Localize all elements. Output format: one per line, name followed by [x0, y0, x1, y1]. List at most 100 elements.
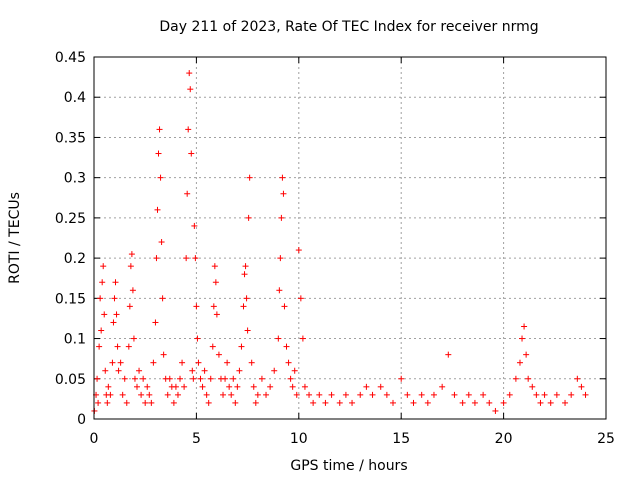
- data-point: [190, 375, 197, 382]
- data-point: [525, 375, 532, 382]
- data-point: [562, 399, 569, 406]
- data-point: [193, 303, 200, 310]
- data-point: [215, 351, 222, 358]
- data-point: [228, 391, 235, 398]
- data-point: [209, 343, 216, 350]
- data-point: [213, 311, 220, 318]
- data-point: [144, 383, 151, 390]
- data-point: [281, 303, 288, 310]
- data-point: [159, 295, 166, 302]
- data-point: [154, 206, 161, 213]
- data-point: [383, 391, 390, 398]
- data-point: [280, 190, 287, 197]
- chart-title: Day 211 of 2023, Rate Of TEC Index for r…: [159, 19, 538, 35]
- data-point: [410, 399, 417, 406]
- data-point: [252, 399, 259, 406]
- data-point: [158, 239, 165, 246]
- data-point: [110, 319, 117, 326]
- data-point: [276, 287, 283, 294]
- data-point: [430, 391, 437, 398]
- data-point: [521, 323, 528, 330]
- data-point: [184, 190, 191, 197]
- data-point: [512, 375, 519, 382]
- data-point: [246, 174, 253, 181]
- data-point: [222, 375, 229, 382]
- data-point: [187, 86, 194, 93]
- data-point: [123, 399, 130, 406]
- data-point: [99, 279, 106, 286]
- data-point: [170, 399, 177, 406]
- y-axis-label: ROTI / TECUs: [7, 192, 23, 284]
- data-point: [112, 279, 119, 286]
- data-point: [506, 391, 513, 398]
- grid: [94, 57, 606, 419]
- y-tick-label: 0.15: [55, 291, 86, 307]
- data-point: [177, 375, 184, 382]
- data-point: [105, 383, 112, 390]
- data-point: [500, 399, 507, 406]
- data-point: [291, 367, 298, 374]
- data-point: [119, 391, 126, 398]
- data-point: [287, 375, 294, 382]
- data-point: [424, 399, 431, 406]
- x-tick-label: 0: [90, 431, 99, 447]
- data-point: [445, 351, 452, 358]
- data-point: [404, 391, 411, 398]
- data-point: [289, 383, 296, 390]
- data-point: [142, 399, 149, 406]
- x-tick-label: 25: [597, 431, 615, 447]
- data-point: [96, 343, 103, 350]
- data-point: [241, 271, 248, 278]
- x-tick-label: 10: [290, 431, 308, 447]
- data-point: [349, 399, 356, 406]
- data-point: [377, 383, 384, 390]
- data-point: [172, 383, 179, 390]
- plot-frame: [93, 56, 607, 420]
- y-tick-label: 0.35: [55, 130, 86, 146]
- data-point: [188, 150, 195, 157]
- data-point: [254, 391, 261, 398]
- data-point: [102, 367, 109, 374]
- data-point: [220, 391, 227, 398]
- data-point: [418, 391, 425, 398]
- data-point: [316, 391, 323, 398]
- data-point: [155, 150, 162, 157]
- data-point: [471, 399, 478, 406]
- data-point: [186, 70, 193, 77]
- y-tick-label: 0.45: [55, 50, 86, 66]
- data-point: [244, 327, 251, 334]
- data-point: [232, 399, 239, 406]
- data-point: [128, 251, 135, 258]
- data-point: [516, 359, 523, 366]
- data-point: [97, 295, 104, 302]
- data-point: [115, 367, 122, 374]
- data-point: [301, 383, 308, 390]
- data-point: [140, 375, 147, 382]
- data-point: [342, 391, 349, 398]
- data-point: [185, 126, 192, 133]
- data-point: [121, 375, 128, 382]
- data-point: [104, 399, 111, 406]
- axis-ticks: 0 5 10 15 20 25 0 0.05 0.1 0.15 0.2 0.25 0.3 0.35 0.4 0…: [55, 50, 615, 447]
- data-point: [210, 303, 217, 310]
- data-point: [160, 351, 167, 358]
- data-point: [336, 399, 343, 406]
- data-point: [212, 279, 219, 286]
- data-point: [537, 399, 544, 406]
- data-point: [117, 359, 124, 366]
- data-point: [267, 383, 274, 390]
- data-point: [150, 359, 157, 366]
- data-point: [113, 311, 120, 318]
- data-point: [203, 391, 210, 398]
- data-point: [369, 391, 376, 398]
- data-point: [263, 391, 270, 398]
- data-point: [98, 327, 105, 334]
- data-point: [279, 174, 286, 181]
- data-point: [275, 335, 282, 342]
- y-tick-label: 0: [77, 412, 86, 428]
- data-point: [100, 263, 107, 270]
- data-point: [101, 311, 108, 318]
- data-point: [285, 359, 292, 366]
- data-point: [192, 255, 199, 262]
